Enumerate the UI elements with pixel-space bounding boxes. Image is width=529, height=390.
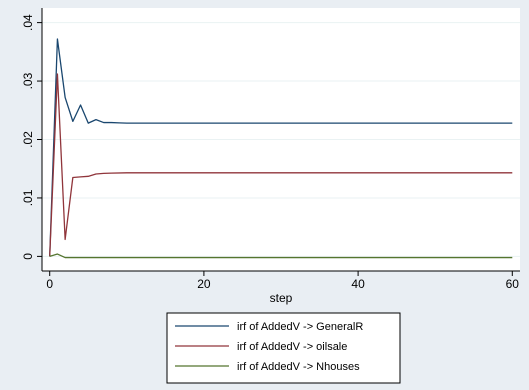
legend-box	[166, 312, 401, 384]
y-tick-label: .01	[21, 189, 35, 206]
x-tick-label: 60	[506, 277, 520, 291]
legend-label-2: irf of AddedV -> oilsale	[237, 341, 347, 353]
legend-label-3: irf of AddedV -> Nhouses	[237, 361, 360, 373]
x-tick-label: 40	[351, 277, 365, 291]
gridlines	[42, 22, 520, 257]
y-tick-label: .03	[21, 72, 35, 89]
series-line-1	[49, 38, 513, 257]
x-axis-label: step	[270, 291, 293, 305]
legend: irf of AddedV -> GeneralR irf of AddedV -…	[166, 312, 401, 384]
axes: 0 .01 .02 .03 .04 0 20 40 60	[21, 8, 520, 291]
x-tick-label: 0	[46, 277, 53, 291]
y-tick-label: .02	[21, 131, 35, 148]
y-tick-label: 0	[21, 253, 35, 260]
x-tick-label: 20	[197, 277, 211, 291]
legend-label-1: irf of AddedV -> GeneralR	[237, 321, 363, 333]
series-lines	[49, 38, 513, 259]
series-line-3	[49, 253, 513, 259]
y-tick-label: .04	[21, 14, 35, 31]
series-line-2	[49, 73, 513, 257]
